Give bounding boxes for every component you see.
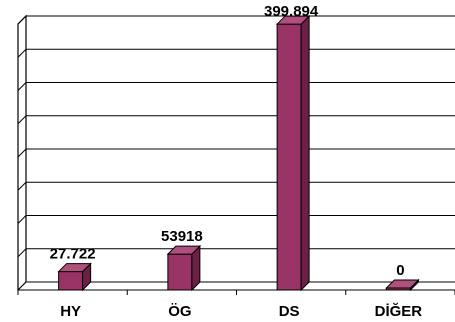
x-tick-label-di̇ğer: DİĞER — [375, 302, 423, 320]
gridline-side — [17, 248, 27, 258]
x-tick-label-ds: DS — [279, 303, 300, 320]
bar-ds — [276, 23, 302, 291]
gridlines — [17, 14, 455, 295]
bar-top-ög — [166, 245, 202, 255]
bar-top-ds — [275, 15, 311, 25]
bar-ög — [167, 253, 193, 291]
gridline-side — [17, 48, 27, 58]
bar-top-di̇ğer — [385, 279, 420, 289]
bar-side-ds — [300, 14, 310, 292]
gridline-side — [17, 215, 27, 224]
data-label-hy: 27.722 — [50, 246, 96, 263]
gridline-side — [17, 15, 27, 25]
x-tick-label-hy: HY — [60, 303, 81, 320]
x-tick-label-ög: ÖG — [168, 303, 191, 320]
data-label-ds: 399.894 — [264, 3, 319, 20]
bar-hy — [58, 271, 84, 291]
gridline-side — [17, 82, 27, 91]
gridline-side — [17, 115, 27, 125]
labels-group: 27.722 HY 53918 ÖG 399.894 DS 0 DİĞER — [50, 3, 423, 320]
bars-group — [57, 14, 420, 292]
gridline-side — [17, 181, 27, 191]
bar-top-hy — [57, 263, 92, 273]
data-label-di̇ğer: 0 — [396, 262, 404, 279]
gridline-side — [17, 148, 27, 158]
data-label-ög: 53918 — [161, 228, 203, 245]
